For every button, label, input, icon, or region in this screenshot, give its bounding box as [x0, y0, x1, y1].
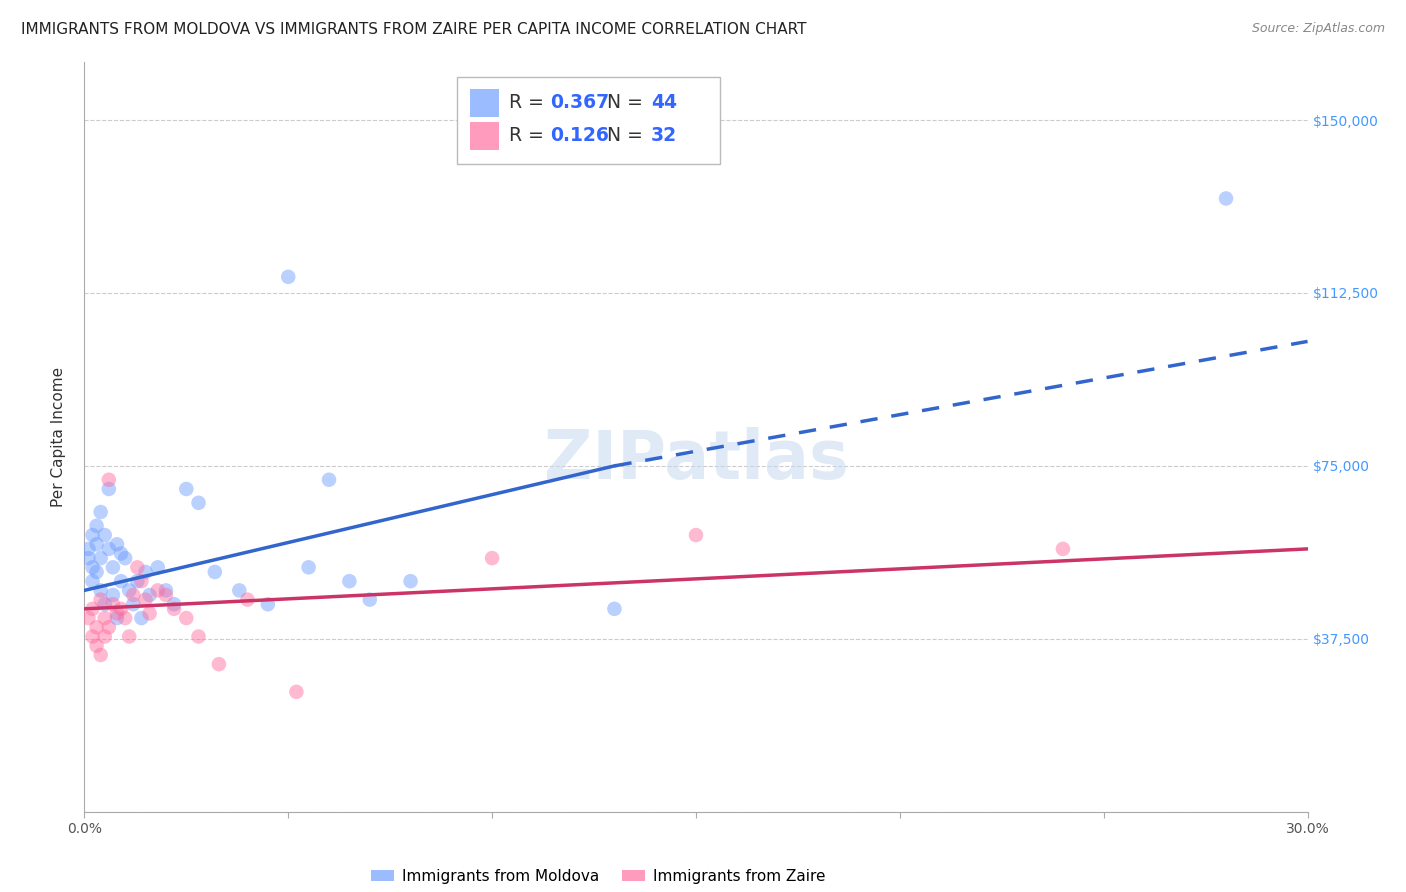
Point	[174, 611, 197, 625]
Point	[138, 588, 160, 602]
Point	[146, 560, 169, 574]
Point	[114, 551, 136, 566]
Point	[97, 541, 120, 556]
Point	[298, 560, 321, 574]
Point	[399, 574, 422, 589]
Point	[138, 607, 160, 621]
Point	[82, 528, 104, 542]
Text: ZIPatlas: ZIPatlas	[544, 426, 848, 492]
Text: R =: R =	[509, 127, 550, 145]
Point	[77, 611, 100, 625]
Point	[131, 574, 153, 589]
Text: 32: 32	[651, 127, 676, 145]
Point	[122, 597, 145, 611]
Text: R =: R =	[509, 94, 550, 112]
Point	[163, 602, 186, 616]
Point	[101, 588, 124, 602]
Text: 0.126: 0.126	[550, 127, 609, 145]
Text: N =: N =	[606, 94, 648, 112]
Point	[1215, 191, 1237, 205]
Point	[93, 597, 115, 611]
Point	[77, 541, 100, 556]
Point	[105, 611, 128, 625]
Point	[187, 630, 209, 644]
Point	[90, 583, 112, 598]
Text: Source: ZipAtlas.com: Source: ZipAtlas.com	[1251, 22, 1385, 36]
Point	[97, 473, 120, 487]
Text: 0.367: 0.367	[550, 94, 610, 112]
Point	[86, 639, 108, 653]
Point	[359, 592, 381, 607]
Y-axis label: Per Capita Income: Per Capita Income	[51, 367, 66, 508]
Point	[146, 583, 169, 598]
Point	[481, 551, 503, 566]
Point	[90, 505, 112, 519]
Point	[105, 607, 128, 621]
Point	[257, 597, 280, 611]
Point	[118, 630, 141, 644]
Point	[82, 602, 104, 616]
Point	[1052, 541, 1074, 556]
Legend: Immigrants from Moldova, Immigrants from Zaire: Immigrants from Moldova, Immigrants from…	[366, 863, 831, 890]
Point	[86, 519, 108, 533]
Point	[339, 574, 361, 589]
Point	[105, 537, 128, 551]
Point	[228, 583, 250, 598]
Point	[155, 583, 177, 598]
Point	[127, 574, 149, 589]
Point	[163, 597, 186, 611]
Point	[110, 547, 132, 561]
Point	[318, 473, 340, 487]
Point	[97, 482, 120, 496]
Point	[208, 657, 231, 672]
Text: IMMIGRANTS FROM MOLDOVA VS IMMIGRANTS FROM ZAIRE PER CAPITA INCOME CORRELATION C: IMMIGRANTS FROM MOLDOVA VS IMMIGRANTS FR…	[21, 22, 807, 37]
Point	[93, 630, 115, 644]
Point	[135, 592, 157, 607]
Point	[155, 588, 177, 602]
Point	[82, 560, 104, 574]
Bar	[470, 121, 499, 150]
Point	[97, 620, 120, 634]
Bar	[470, 88, 499, 117]
Point	[135, 565, 157, 579]
Point	[90, 592, 112, 607]
Text: N =: N =	[606, 127, 648, 145]
Point	[93, 611, 115, 625]
Point	[685, 528, 707, 542]
Point	[82, 574, 104, 589]
Point	[93, 528, 115, 542]
Point	[122, 588, 145, 602]
Point	[110, 574, 132, 589]
Point	[77, 551, 100, 566]
Point	[82, 630, 104, 644]
Point	[114, 611, 136, 625]
Text: 44: 44	[651, 94, 676, 112]
Point	[277, 269, 299, 284]
Point	[204, 565, 226, 579]
FancyBboxPatch shape	[457, 78, 720, 163]
Point	[236, 592, 259, 607]
Point	[603, 602, 626, 616]
Point	[90, 551, 112, 566]
Point	[127, 560, 149, 574]
Point	[174, 482, 197, 496]
Point	[285, 685, 308, 699]
Point	[86, 620, 108, 634]
Point	[101, 560, 124, 574]
Point	[86, 565, 108, 579]
Point	[86, 537, 108, 551]
Point	[118, 583, 141, 598]
Point	[101, 597, 124, 611]
Point	[90, 648, 112, 662]
Point	[110, 602, 132, 616]
Point	[187, 496, 209, 510]
Point	[131, 611, 153, 625]
